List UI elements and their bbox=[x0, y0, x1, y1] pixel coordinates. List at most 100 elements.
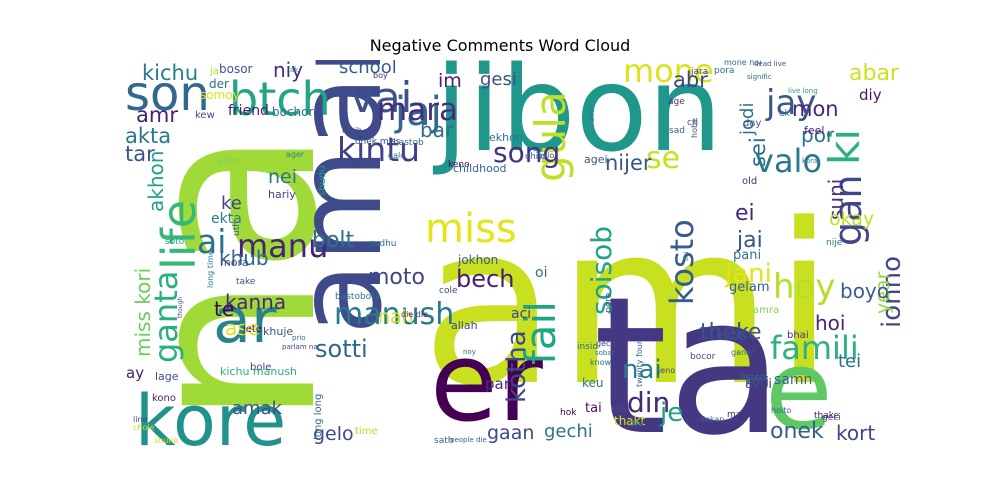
word-jeno: jeno bbox=[657, 366, 675, 375]
word-amak: amak bbox=[232, 398, 283, 419]
word-kosto: kosto bbox=[663, 219, 701, 305]
word-cri: cri bbox=[687, 118, 698, 128]
word-shudu: shudu bbox=[317, 165, 328, 196]
word-koto: koto bbox=[611, 405, 628, 414]
word-abar: abar bbox=[849, 61, 900, 86]
word-kew: kew bbox=[195, 110, 215, 121]
word-soto: soto bbox=[165, 237, 185, 247]
word-mara: mara bbox=[377, 92, 458, 128]
word-gechi: gechi bbox=[544, 421, 593, 442]
word-amar: amar bbox=[270, 60, 408, 335]
word-year: year bbox=[872, 271, 894, 314]
word-jaj: jaj bbox=[394, 89, 442, 135]
word-ar: ar bbox=[213, 284, 277, 357]
word-take: take bbox=[236, 277, 256, 287]
word-jete: jete bbox=[242, 324, 262, 335]
word-kora: kora bbox=[802, 157, 817, 165]
word-kotha: kotha bbox=[502, 330, 532, 403]
word-bastob: bastob bbox=[393, 138, 424, 148]
word-hoi: hoi bbox=[815, 311, 845, 335]
word-pore: pore bbox=[604, 292, 614, 313]
word-gelam: gelam bbox=[729, 280, 770, 295]
word-okay: okay bbox=[829, 208, 874, 230]
word-ek: ek bbox=[779, 109, 791, 119]
word-hariy: hariy bbox=[268, 188, 296, 201]
word-vai: vai bbox=[350, 73, 412, 122]
word-dead-live: dead live bbox=[754, 60, 786, 68]
word-allah: allah bbox=[451, 319, 478, 332]
word-mone-hoi: mone hoi bbox=[724, 60, 761, 67]
word-theke: theke bbox=[700, 320, 762, 345]
word-school: school bbox=[339, 60, 397, 78]
word-ami: ami bbox=[588, 109, 596, 122]
word-na: na bbox=[125, 128, 370, 427]
word-jodi: jodi bbox=[737, 103, 758, 136]
word-gan: gan bbox=[826, 175, 870, 247]
word-though: though bbox=[177, 297, 184, 318]
word-long-time: long time bbox=[206, 250, 215, 288]
word-ganer: ganer bbox=[731, 348, 755, 357]
word-nah: nah bbox=[378, 306, 414, 328]
word-uth: uth bbox=[232, 221, 242, 236]
word-song: song bbox=[493, 136, 560, 169]
word-tai: tai bbox=[585, 401, 602, 416]
word-aci: aci bbox=[511, 306, 531, 322]
word-long-long: long long bbox=[313, 394, 324, 440]
word-childhood: childhood bbox=[453, 162, 507, 175]
word-valo: valo bbox=[755, 142, 822, 180]
word-por: por bbox=[801, 123, 835, 147]
word-akhon: akhon bbox=[144, 151, 168, 212]
word-hoito: hoito bbox=[771, 406, 791, 415]
word-bar: bar bbox=[420, 118, 454, 142]
word-tei: tei bbox=[838, 351, 861, 372]
word-parlam-na: parlam na bbox=[282, 343, 318, 351]
word-kori: kori bbox=[745, 375, 769, 390]
word-bochor: bochor bbox=[272, 105, 314, 119]
word-vitor: vitor bbox=[217, 156, 241, 167]
word-sudhu: sudhu bbox=[369, 239, 397, 249]
word-geci: geci bbox=[822, 413, 841, 423]
word-khub: khub bbox=[219, 246, 269, 270]
word-ager: ager bbox=[286, 150, 305, 159]
word-abr: abr bbox=[673, 68, 708, 92]
word-oi: oi bbox=[535, 265, 547, 281]
word-amra: amra bbox=[753, 305, 779, 316]
word-lage: lage bbox=[155, 370, 179, 383]
word-ami: ami bbox=[421, 177, 835, 435]
word-feel: feel bbox=[804, 124, 824, 137]
word-je: je bbox=[659, 398, 683, 428]
word-akta: akta bbox=[125, 124, 171, 148]
word-sotti: sotti bbox=[315, 335, 368, 363]
word-kore: kore bbox=[135, 380, 286, 448]
word-gelo: gelo bbox=[313, 423, 354, 445]
word-gaan: gaan bbox=[487, 422, 534, 444]
word-niy: niy bbox=[273, 60, 303, 82]
word-te: te bbox=[214, 297, 234, 321]
word-sei: sei bbox=[746, 137, 770, 167]
word-ase: ase bbox=[225, 316, 260, 340]
word-dei: dei bbox=[683, 252, 690, 262]
word-hoy: hoy bbox=[773, 267, 835, 307]
word-ekhon: ekhon bbox=[489, 131, 523, 144]
word-noy: noy bbox=[463, 348, 476, 356]
word-pari: pari bbox=[485, 375, 514, 393]
word-age: age bbox=[668, 97, 685, 107]
word-jai: jai bbox=[736, 228, 763, 253]
word-bosor: bosor bbox=[219, 62, 253, 76]
word-day: day bbox=[743, 118, 761, 129]
word-manu: manu bbox=[237, 227, 328, 265]
word-pani: pani bbox=[733, 248, 761, 263]
word-ta: ta bbox=[593, 256, 784, 448]
word-btch: btch bbox=[229, 72, 331, 126]
word-baba: baba bbox=[716, 329, 746, 343]
word-onek-miss: onek miss bbox=[355, 137, 401, 147]
word-ak: ak bbox=[290, 66, 299, 74]
word-nai: nai bbox=[622, 355, 662, 385]
word-kono: kono bbox=[152, 393, 176, 404]
word-insid: insid bbox=[577, 342, 598, 352]
word-famili: famili bbox=[770, 329, 859, 367]
word-boyo: boyo bbox=[840, 279, 889, 303]
word-time: time bbox=[355, 426, 378, 437]
word-cloud: na ami ta amar jibon er kore e ar son btch vai jaj gu… bbox=[125, 60, 900, 448]
word-samn: samn bbox=[774, 372, 812, 388]
